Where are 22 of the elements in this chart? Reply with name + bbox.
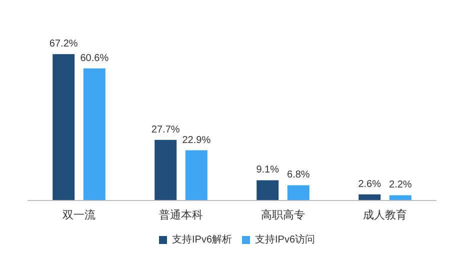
x-tick-label: 普通本科 (159, 208, 203, 222)
data-label: 9.1% (256, 164, 280, 176)
legend-label: 支持IPv6解析 (172, 234, 232, 246)
bar (287, 185, 310, 200)
x-tick-label: 双一流 (62, 208, 96, 222)
bar (52, 54, 75, 200)
data-label: 6.8% (287, 170, 310, 181)
legend-label: 支持IPv6访问 (255, 234, 316, 246)
data-label: 67.2% (49, 38, 78, 50)
data-label: 2.2% (389, 180, 412, 191)
bar (154, 140, 177, 200)
bar (358, 194, 381, 200)
bar (389, 195, 412, 200)
bar (256, 180, 279, 200)
data-label: 60.6% (80, 52, 109, 64)
data-label: 27.7% (151, 124, 180, 136)
bar (185, 150, 208, 200)
bar (83, 68, 106, 200)
data-label: 22.9% (182, 134, 211, 146)
data-label: 2.6% (358, 178, 382, 190)
x-tick-label: 高职高专 (261, 208, 305, 222)
x-tick-label: 成人教育 (363, 208, 407, 222)
